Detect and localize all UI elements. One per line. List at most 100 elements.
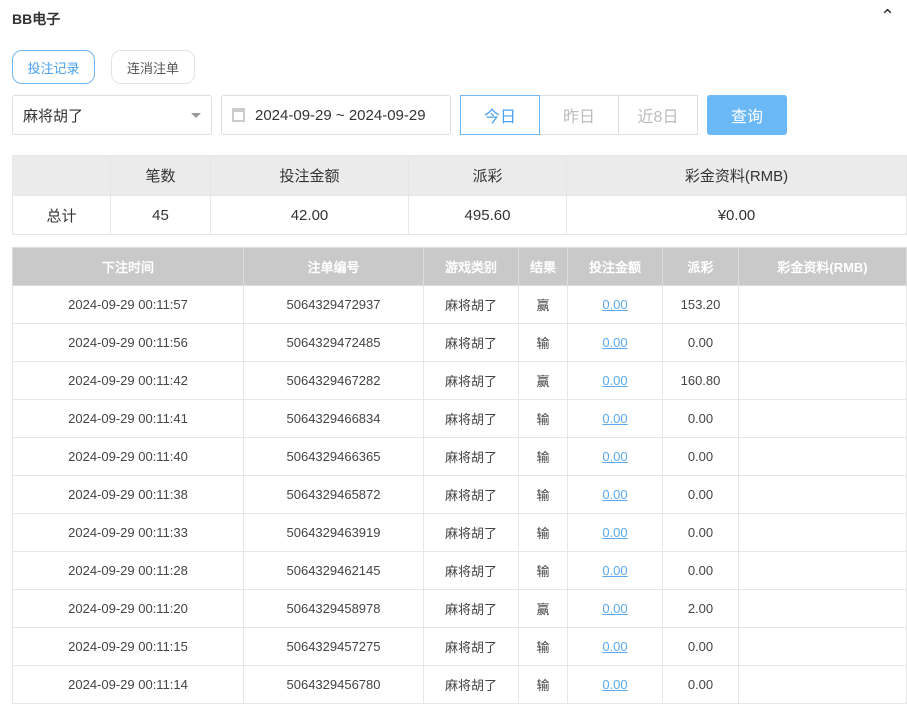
table-cell: 输: [518, 437, 568, 476]
table-cell: 0.00: [662, 475, 739, 514]
table-row: 2024-09-29 00:11:40 5064329466365 麻将胡了输 0.0…: [12, 437, 907, 476]
table-cell: 输: [518, 551, 568, 590]
table-cell: 0.00: [567, 323, 663, 362]
table-cell: 5064329457275: [243, 627, 424, 666]
query-button[interactable]: 查询: [707, 95, 787, 135]
column-header: 彩金资料(RMB): [738, 247, 907, 286]
column-header: 结果: [518, 247, 568, 286]
table-cell: 0.00: [662, 627, 739, 666]
table-cell: 2024-09-29 00:11:56: [12, 323, 244, 362]
table-cell: 2024-09-29 00:11:41: [12, 399, 244, 438]
table-cell: [738, 589, 907, 628]
tab-combo-orders[interactable]: 连消注单: [111, 50, 195, 84]
table-cell: 麻将胡了: [423, 323, 519, 362]
column-header: 投注金额: [567, 247, 663, 286]
bet-amount-link[interactable]: 0.00: [602, 525, 628, 540]
table-cell: 5064329463919: [243, 513, 424, 552]
table-cell: 0.00: [567, 551, 663, 590]
bet-amount-link[interactable]: 0.00: [602, 639, 628, 654]
table-cell: 5064329466834: [243, 399, 424, 438]
summary-table: 笔数 投注金额 派彩 彩金资料(RMB) 总计 45 42.00 495.60 …: [12, 155, 907, 235]
chevron-up-icon[interactable]: ⌃: [880, 6, 896, 26]
table-row: 2024-09-29 00:11:15 5064329457275 麻将胡了输 0.0…: [12, 627, 907, 666]
section-title: BB电子: [12, 11, 61, 27]
range-yesterday-button[interactable]: 昨日: [539, 95, 619, 135]
table-cell: 麻将胡了: [423, 513, 519, 552]
bet-amount-link[interactable]: 0.00: [602, 449, 628, 464]
table-cell: 2024-09-29 00:11:40: [12, 437, 244, 476]
bet-amount-link[interactable]: 0.00: [602, 411, 628, 426]
table-cell: 麻将胡了: [423, 589, 519, 628]
date-range-input[interactable]: 2024-09-29 ~ 2024-09-29: [221, 95, 451, 135]
table-row: 2024-09-29 00:11:38 5064329465872 麻将胡了输 0.0…: [12, 475, 907, 514]
bet-amount-link[interactable]: 0.00: [602, 335, 628, 350]
bet-amount-link[interactable]: 0.00: [602, 373, 628, 388]
table-cell: 5064329467282: [243, 361, 424, 400]
game-select[interactable]: 麻将胡了: [12, 95, 212, 135]
table-cell: 麻将胡了: [423, 627, 519, 666]
records-table: 下注时间 注单编号 游戏类别 结果 投注金额 派彩 彩金资料(RMB) 2024-09-29…: [12, 247, 907, 704]
table-row: 2024-09-29 00:11:20 5064329458978 麻将胡了赢 0.0…: [12, 589, 907, 628]
table-cell: 153.20: [662, 285, 739, 324]
summary-header: 投注金额: [210, 155, 409, 196]
table-cell: [738, 551, 907, 590]
table-cell: 0.00: [567, 437, 663, 476]
table-cell: 0.00: [567, 513, 663, 552]
table-cell: 2024-09-29 00:11:15: [12, 627, 244, 666]
table-cell: 麻将胡了: [423, 399, 519, 438]
table-cell: 2024-09-29 00:11:33: [12, 513, 244, 552]
calendar-icon: [232, 108, 245, 122]
tab-bet-records[interactable]: 投注记录: [12, 50, 95, 84]
records-header-row: 下注时间 注单编号 游戏类别 结果 投注金额 派彩 彩金资料(RMB): [12, 247, 907, 286]
summary-header: 派彩: [408, 155, 567, 196]
table-cell: 5064329458978: [243, 589, 424, 628]
table-row: 2024-09-29 00:11:41 5064329466834 麻将胡了输 0.0…: [12, 399, 907, 438]
table-row: 2024-09-29 00:11:28 5064329462145 麻将胡了输 0.0…: [12, 551, 907, 590]
range-8days-button[interactable]: 近8日: [618, 95, 698, 135]
summary-cell: 45: [110, 195, 211, 235]
table-cell: [738, 399, 907, 438]
table-cell: 2024-09-29 00:11:28: [12, 551, 244, 590]
table-cell: 0.00: [567, 285, 663, 324]
bet-amount-link[interactable]: 0.00: [602, 297, 628, 312]
caret-down-icon: [191, 113, 201, 123]
column-header: 派彩: [662, 247, 739, 286]
table-cell: 5064329472937: [243, 285, 424, 324]
table-row: 2024-09-29 00:11:57 5064329472937 麻将胡了赢 0.0…: [12, 285, 907, 324]
table-cell: [738, 285, 907, 324]
table-cell: [738, 627, 907, 666]
summary-cell: 495.60: [408, 195, 567, 235]
table-cell: 输: [518, 323, 568, 362]
table-cell: 0.00: [567, 399, 663, 438]
table-cell: 2024-09-29 00:11:57: [12, 285, 244, 324]
table-cell: 160.80: [662, 361, 739, 400]
table-cell: 赢: [518, 589, 568, 628]
table-cell: 0.00: [662, 513, 739, 552]
bet-amount-link[interactable]: 0.00: [602, 601, 628, 616]
table-cell: 麻将胡了: [423, 361, 519, 400]
table-cell: 输: [518, 627, 568, 666]
table-cell: 5064329462145: [243, 551, 424, 590]
summary-header: 笔数: [110, 155, 211, 196]
summary-cell: ¥0.00: [566, 195, 907, 235]
table-cell: 麻将胡了: [423, 475, 519, 514]
table-cell: [738, 513, 907, 552]
bet-amount-link[interactable]: 0.00: [602, 487, 628, 502]
column-header: 游戏类别: [423, 247, 519, 286]
bet-amount-link[interactable]: 0.00: [602, 563, 628, 578]
table-cell: 5064329466365: [243, 437, 424, 476]
summary-header: [12, 155, 111, 196]
column-header: 下注时间: [12, 247, 244, 286]
table-cell: 2024-09-29 00:11:20: [12, 589, 244, 628]
summary-header: 彩金资料(RMB): [566, 155, 907, 196]
table-cell: 0.00: [662, 323, 739, 362]
table-row: 2024-09-29 00:11:42 5064329467282 麻将胡了赢 0.0…: [12, 361, 907, 400]
table-cell: 2024-09-29 00:11:38: [12, 475, 244, 514]
table-cell: 麻将胡了: [423, 285, 519, 324]
table-cell: 麻将胡了: [423, 551, 519, 590]
table-cell: 0.00: [567, 627, 663, 666]
table-cell: 0.00: [662, 399, 739, 438]
range-today-button[interactable]: 今日: [460, 95, 540, 135]
table-cell: 5064329472485: [243, 323, 424, 362]
table-cell: 5064329465872: [243, 475, 424, 514]
